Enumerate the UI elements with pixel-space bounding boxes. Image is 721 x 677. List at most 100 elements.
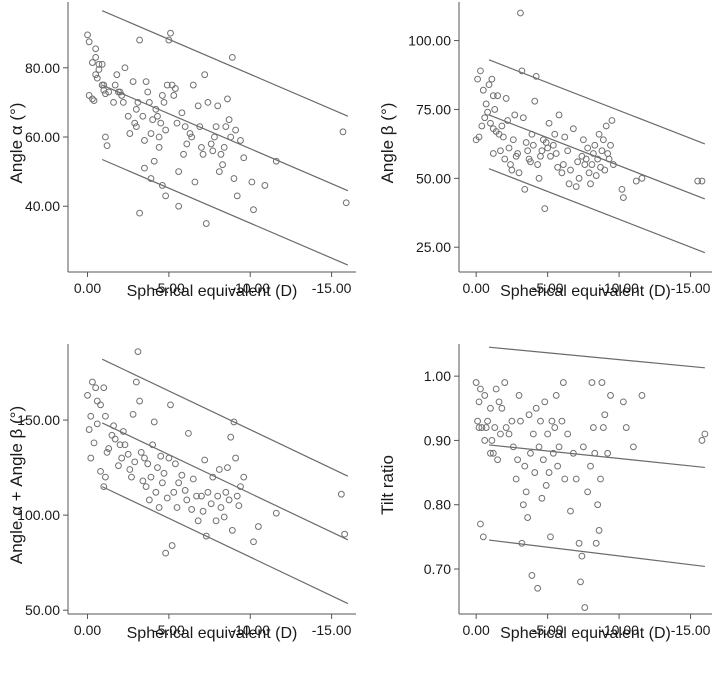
data-point [538,147,546,155]
x-tick-label: -15.00 [671,280,711,296]
data-point [162,126,170,134]
data-point [142,483,150,491]
data-point [554,462,562,470]
data-point [341,530,349,538]
data-point [129,410,137,418]
data-point [233,492,241,500]
upper-bound-line [488,346,705,369]
data-point [552,150,560,157]
data-point [538,494,546,502]
data-point [532,72,540,80]
data-point [581,604,589,611]
data-point [199,150,207,158]
data-point [160,469,168,477]
data-point [185,429,192,437]
upper-bound-line [101,358,349,477]
data-point [491,106,499,113]
data-point [501,155,509,163]
data-point [522,139,530,146]
data-point [549,449,557,457]
data-point [701,430,709,438]
y-tick-label: 150.00 [17,412,60,428]
data-point [102,412,109,420]
data-point [591,449,599,457]
data-point [487,119,494,127]
y-tick-label: 100.00 [408,33,451,49]
data-point [601,166,609,174]
data-point [528,130,536,138]
data-point [250,538,257,546]
data-point [515,169,523,177]
data-point [92,71,100,79]
data-point [475,398,483,406]
data-point [505,144,513,152]
data-point [209,473,217,481]
data-point [160,98,168,106]
data-point [115,462,122,470]
data-point [211,133,218,141]
data-point [167,29,174,37]
y-axis-label: Angle β (°) [378,103,397,184]
data-point [225,116,233,124]
x-tick-label: -10.00 [599,622,639,638]
data-point [152,488,160,496]
data-point [248,178,256,186]
data-point [534,584,542,592]
data-point [139,112,147,120]
x-tick-label: -5.00 [153,280,185,296]
data-point [147,175,155,182]
data-point [131,119,139,127]
data-point [165,36,173,44]
data-point [512,475,520,483]
data-point [601,411,609,419]
data-point [544,144,552,152]
data-point [95,66,103,73]
data-point [132,105,140,113]
data-point [235,502,243,510]
data-point [609,161,617,168]
data-point [501,379,509,386]
data-point [584,488,592,496]
x-tick-label: 0.00 [74,622,101,638]
data-point [532,404,540,412]
data-point [228,53,236,61]
data-point [339,128,347,136]
data-point [220,513,228,521]
data-point [598,379,606,386]
data-point [175,168,183,176]
data-point [508,417,516,425]
data-point [472,136,480,144]
data-point [155,504,163,511]
data-point [518,67,526,75]
data-point [599,136,607,144]
data-point [102,90,109,98]
data-point [225,496,233,504]
data-point [113,71,121,79]
data-point [90,97,98,105]
y-tick-label: 50.00 [25,602,60,618]
data-point [214,492,222,500]
data-point [102,473,109,481]
data-point [569,449,577,457]
data-point [97,467,104,475]
data-point [89,378,96,386]
data-point [559,161,567,168]
data-point [116,441,124,449]
data-point [111,81,119,89]
x-tick-label: -15.00 [312,622,352,638]
data-point [149,116,157,124]
data-point [581,161,589,168]
data-point [577,578,584,586]
data-point [95,60,103,68]
data-point [472,379,480,386]
y-tick-label: 75.00 [416,101,451,117]
data-point [567,166,574,174]
data-point [478,122,486,130]
data-point [479,533,487,541]
data-point [589,424,597,431]
data-point [240,473,248,481]
regression-line [488,444,705,469]
data-point [619,398,627,406]
data-point [551,130,559,138]
